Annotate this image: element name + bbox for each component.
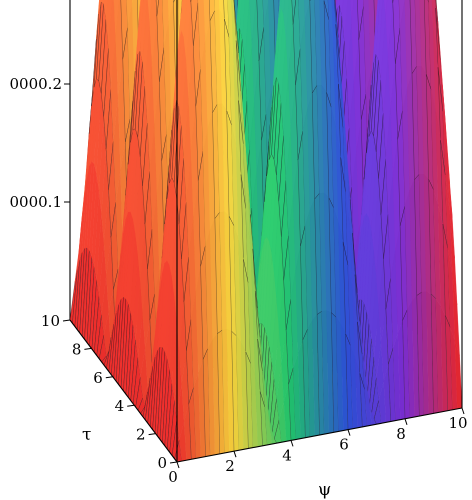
x-tick-label: 8 — [396, 425, 406, 443]
surface-facet — [278, 0, 282, 19]
surface-facet — [181, 0, 187, 37]
y-tick-label: 10 — [41, 312, 60, 330]
x-tick-mark — [176, 461, 180, 469]
y-tick-label: 0 — [157, 454, 167, 472]
x-tick-label: 2 — [225, 457, 235, 475]
y-tick-mark — [105, 376, 113, 379]
surface-facet — [139, 0, 141, 7]
surface-facet — [375, 0, 379, 24]
y-tick-mark — [148, 433, 156, 436]
surface-facet — [239, 0, 246, 39]
y-axis-label: τ — [82, 425, 91, 445]
plot-box-front-edges — [69, 0, 463, 463]
x-tick-label: 6 — [339, 436, 349, 454]
surface-facet — [103, 0, 108, 20]
box-edge-x-axis — [176, 407, 463, 463]
z-tick-label: 0000.1 — [10, 193, 63, 211]
surface-facet — [336, 0, 341, 9]
x-tick-mark — [404, 418, 408, 425]
x-tick-mark — [347, 429, 351, 436]
surface-facet — [276, 0, 281, 46]
y-tick-label: 8 — [72, 340, 82, 358]
x-tick-mark — [233, 451, 237, 458]
x-tick-mark — [290, 440, 294, 447]
y-tick-mark — [127, 404, 135, 407]
surface-facet — [237, 0, 242, 32]
y-tick-label: 6 — [93, 369, 103, 387]
y-tick-mark — [169, 461, 178, 464]
y-tick-label: 4 — [115, 397, 125, 415]
surface-facet — [178, 0, 184, 41]
y-tick-mark — [84, 347, 92, 350]
surface-facet — [291, 0, 297, 25]
y-tick-mark — [62, 319, 71, 322]
surface-facet — [101, 0, 104, 4]
x-tick-label: 10 — [448, 414, 467, 432]
z-tick-label: 0000.2 — [10, 75, 63, 93]
surface-facet — [350, 0, 354, 23]
x-axis-label: ψ — [318, 480, 331, 500]
x-tick-mark — [461, 407, 465, 415]
surface-facet — [283, 0, 290, 38]
surface-facet — [98, 0, 102, 14]
surface-facet — [147, 0, 152, 23]
surface-facet — [383, 0, 388, 15]
surface-facet — [341, 0, 348, 41]
x-tick-label: 4 — [282, 446, 292, 464]
x-tick-label: 0 — [168, 468, 178, 486]
y-tick-label: 2 — [136, 426, 146, 444]
surface-mesh — [69, 0, 463, 463]
box-edge-y-axis — [69, 319, 178, 463]
